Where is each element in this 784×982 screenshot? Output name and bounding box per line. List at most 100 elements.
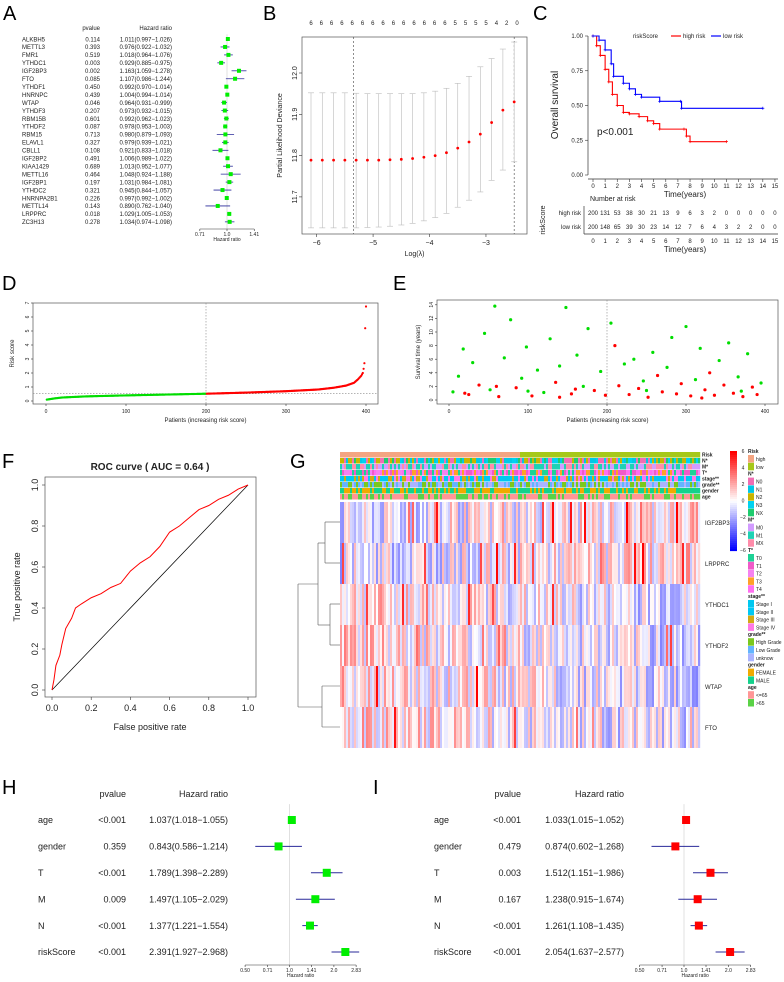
annotation-cell	[496, 458, 499, 464]
annotation-cell	[440, 476, 443, 482]
row-pvalue: 0.713	[85, 133, 101, 139]
heatmap-cell	[612, 543, 615, 584]
heatmap-cell	[636, 666, 639, 707]
annotation-cell	[636, 476, 639, 482]
annotation-cell	[484, 458, 487, 464]
annotation-cell	[490, 458, 493, 464]
annotation-cell	[688, 494, 691, 500]
colorbar-segment	[730, 489, 737, 492]
heatmap-cell	[402, 543, 405, 584]
row-pvalue: 0.143	[85, 204, 101, 210]
heatmap-cell	[560, 543, 563, 584]
row-pvalue: 0.393	[85, 45, 101, 51]
annotation-cell	[410, 458, 413, 464]
annotation-cell	[490, 476, 493, 482]
annotation-cell	[420, 488, 423, 494]
annotation-cell	[390, 482, 393, 488]
annotation-cell	[588, 470, 591, 476]
annotation-cell	[658, 464, 661, 470]
heatmap-cell	[428, 625, 431, 666]
row-hazard-ratio: 0.843(0.586−1.214)	[149, 842, 228, 852]
annotation-cell	[516, 482, 519, 488]
gene-label: IGF2BP3	[705, 521, 730, 527]
heatmap-cell	[592, 707, 595, 748]
heatmap-cell	[688, 666, 691, 707]
annotation-cell	[656, 464, 659, 470]
row-hazard-ratio: 1.377(1.221−1.554)	[149, 921, 228, 931]
heatmap-cell	[588, 584, 591, 625]
heatmap-cell	[644, 625, 647, 666]
legend-item-label: FEMALE	[756, 671, 777, 677]
annotation-cell	[434, 482, 437, 488]
pvalue-header: pvalue	[99, 789, 126, 799]
heatmap-cell	[374, 625, 377, 666]
survival-point	[548, 337, 552, 341]
colorbar-segment	[730, 499, 737, 502]
colorbar-segment	[730, 495, 737, 498]
heatmap-cell	[442, 584, 445, 625]
annotation-cell	[536, 452, 539, 458]
heatmap-cell	[586, 707, 589, 748]
annotation-cell	[698, 488, 701, 494]
annotation-cell	[594, 476, 597, 482]
heatmap-cell	[652, 543, 655, 584]
row-hazard-ratio: 1.034(0.974−1.098)	[119, 220, 172, 226]
risk-point	[364, 305, 368, 308]
annotation-cell	[394, 488, 397, 494]
annotation-cell	[372, 452, 375, 458]
heatmap-cell	[402, 707, 405, 748]
hazard-ratio-header: Hazard ratio	[179, 789, 228, 799]
x-tick-label: 1.0	[681, 968, 688, 974]
annotation-cell	[398, 458, 401, 464]
panel-label-f: F	[2, 451, 14, 473]
risk-table-x-tick: 11	[723, 239, 730, 245]
heatmap-cell	[650, 666, 653, 707]
annotation-cell	[652, 494, 655, 500]
colorbar-segment	[730, 457, 737, 460]
heatmap-cell	[614, 707, 617, 748]
annotation-cell	[414, 476, 417, 482]
heatmap-cell	[640, 707, 643, 748]
x-tick-label: 1.41	[249, 232, 259, 238]
heatmap-cell	[636, 543, 639, 584]
annotation-cell	[414, 464, 417, 470]
annotation-cell	[554, 464, 557, 470]
annotation-cell	[502, 452, 505, 458]
annotation-cell	[668, 476, 671, 482]
annotation-cell	[350, 482, 353, 488]
heatmap-cell	[630, 543, 633, 584]
annotation-cell	[526, 470, 529, 476]
annotation-cell	[576, 482, 579, 488]
annotation-cell	[528, 458, 531, 464]
annotation-cell	[576, 452, 579, 458]
annotation-cell	[402, 488, 405, 494]
colorbar-segment	[730, 545, 737, 548]
heatmap-cell	[356, 502, 359, 543]
heatmap-cell	[492, 625, 495, 666]
annotation-cell	[634, 488, 637, 494]
heatmap-cell	[478, 707, 481, 748]
annotation-cell	[362, 488, 365, 494]
annotation-cell	[500, 494, 503, 500]
annotation-cell	[358, 494, 361, 500]
heatmap-cell	[532, 584, 535, 625]
heatmap-cell	[494, 625, 497, 666]
risk-table-x-tick: 10	[711, 239, 718, 245]
heatmap-cell	[674, 666, 677, 707]
heatmap-cell	[382, 625, 385, 666]
annotation-row-label: M*	[702, 465, 708, 471]
annotation-cell	[570, 476, 573, 482]
survival-point	[599, 369, 603, 374]
y-tick-label: 3	[25, 357, 31, 360]
survival-point	[613, 344, 617, 348]
x-tick-label: 1.0	[286, 968, 293, 974]
annotation-cell	[422, 458, 425, 464]
heatmap-cell	[676, 502, 679, 543]
colorbar-tick-label: 0	[742, 499, 745, 505]
annotation-cell	[432, 494, 435, 500]
heatmap-cell	[476, 502, 479, 543]
annotation-cell	[546, 464, 549, 470]
annotation-cell	[684, 458, 687, 464]
colorbar-segment	[730, 483, 737, 486]
heatmap-cell	[354, 543, 357, 584]
